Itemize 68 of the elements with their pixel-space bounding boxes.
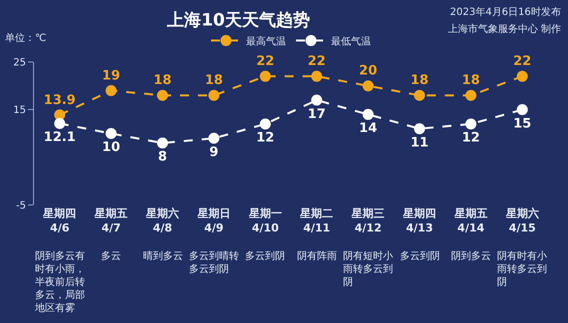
- data-label: 10: [102, 140, 120, 156]
- point: [208, 132, 220, 144]
- point: [106, 85, 117, 96]
- data-label: 12.1: [44, 130, 76, 146]
- data-label: 9: [209, 144, 218, 160]
- point: [208, 90, 220, 101]
- data-label: 20: [359, 64, 378, 79]
- x-tick-label: 星期二 4/11: [299, 207, 334, 234]
- text: 阴到多云: [451, 250, 491, 262]
- x-tick-label: 星期日 4/9: [196, 207, 230, 234]
- data-label: 22: [256, 54, 274, 70]
- text: 多云到阴: [245, 250, 285, 262]
- y-tick-label: -5: [16, 200, 26, 212]
- data-label: 22: [308, 54, 326, 70]
- text: 上海市气象服务中心 制作: [448, 23, 562, 35]
- point: [516, 70, 528, 82]
- point: [465, 118, 476, 130]
- data-label: 12: [462, 130, 480, 146]
- point: [260, 118, 271, 130]
- point: [362, 80, 374, 92]
- y-axis-title: 单位：℃: [5, 32, 46, 44]
- y-tick-label: 15: [13, 105, 26, 116]
- chart-title: 上海10天天气趋势: [166, 10, 310, 30]
- text: 阴有阵雨: [297, 250, 337, 262]
- point: [157, 138, 168, 149]
- data-label: 18: [462, 73, 480, 88]
- text: 阴到多云有时有小雨，半夜前后转多云，局部地区有雾: [34, 250, 85, 314]
- x-tick-label: 星期四 4/13: [402, 207, 436, 234]
- x-tick-label: 星期五 4/7: [94, 207, 128, 234]
- text: 多云到晴转多云到阴: [189, 250, 239, 275]
- text: 晴到多云: [143, 250, 183, 262]
- legend-label: 最低气温: [331, 35, 371, 48]
- point: [311, 70, 322, 82]
- x-tick-label: 星期一 4/10: [248, 207, 282, 234]
- data-label: 12: [256, 130, 274, 146]
- point: [362, 108, 374, 120]
- text: 多云: [101, 250, 121, 262]
- point: [465, 90, 476, 101]
- point: [311, 94, 322, 106]
- data-label: 8: [158, 150, 168, 165]
- data-label: 18: [204, 73, 223, 88]
- text: 阴有时有小雨转多云到阴: [497, 250, 547, 288]
- data-label: 22: [513, 54, 532, 70]
- text: 2023年4月6日16时发布: [450, 6, 561, 18]
- data-label: 18: [410, 73, 429, 88]
- data-label: 14: [359, 121, 378, 136]
- y-tick-label: 25: [13, 58, 26, 68]
- x-tick-label: 星期三 4/12: [350, 207, 385, 234]
- x-tick-label: 星期六 4/8: [145, 207, 179, 234]
- x-tick-label: 星期五 4/14: [453, 207, 488, 234]
- data-label: 18: [153, 73, 172, 88]
- point: [260, 70, 271, 82]
- data-label: 19: [102, 68, 120, 84]
- x-tick-label: 星期四 4/6: [42, 207, 76, 234]
- data-label: 13.9: [44, 92, 76, 108]
- text: 阴有短时小雨转多云到阴: [343, 250, 393, 288]
- point: [106, 128, 117, 139]
- point: [414, 123, 425, 134]
- data-label: 15: [513, 116, 532, 132]
- point: [516, 104, 528, 116]
- point: [54, 118, 66, 129]
- legend-label: 最高气温: [246, 35, 286, 48]
- x-tick-label: 星期六 4/15: [504, 207, 539, 234]
- point: [157, 90, 168, 101]
- data-label: 11: [410, 135, 429, 150]
- data-label: 17: [308, 106, 326, 122]
- text: 多云到阴: [400, 250, 440, 262]
- point: [414, 90, 425, 101]
